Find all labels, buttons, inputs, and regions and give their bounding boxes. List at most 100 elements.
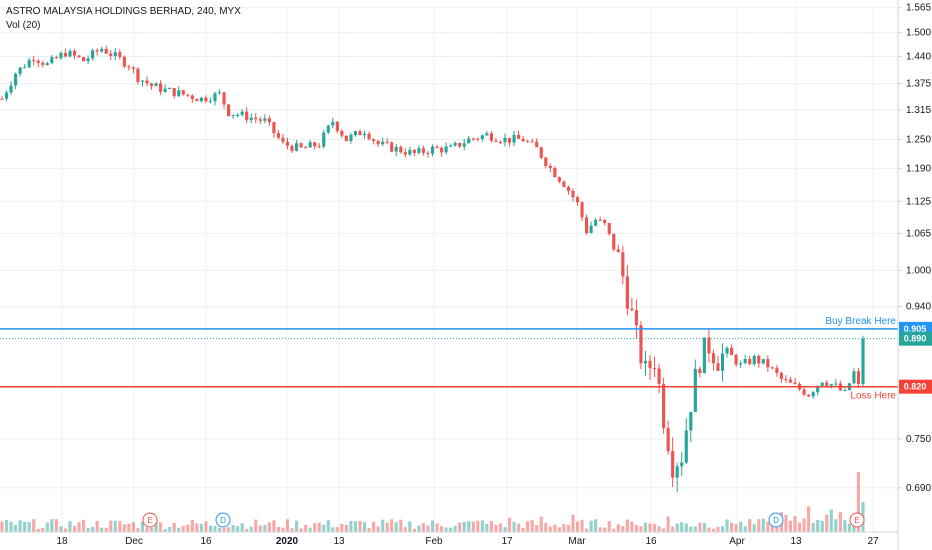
volume-bar — [526, 521, 530, 532]
volume-bar — [95, 521, 99, 532]
candle-body — [562, 181, 566, 187]
volume-bar — [612, 528, 616, 532]
volume-bar — [761, 518, 765, 532]
volume-bar — [421, 523, 426, 532]
candle-body — [580, 202, 584, 218]
candle-body — [553, 168, 557, 178]
candle-body — [662, 384, 666, 429]
price-tick-label: 1.250 — [906, 135, 931, 146]
event-marker-label: D — [773, 516, 779, 525]
volume-bar — [317, 522, 321, 532]
candle-body — [14, 73, 18, 86]
volume-bar — [689, 526, 693, 532]
candle-body — [72, 50, 77, 56]
candle-body — [104, 48, 108, 54]
candle-body — [299, 143, 303, 148]
volume-bar — [131, 522, 135, 532]
volume-bar — [353, 521, 358, 532]
volume-bar — [530, 519, 534, 532]
volume-bar — [544, 522, 548, 532]
volume-bar — [584, 528, 589, 532]
volume-bar — [4, 519, 9, 532]
volume-bar — [458, 522, 462, 532]
candle-body — [140, 80, 145, 82]
candle-body — [539, 147, 543, 158]
volume-bar — [290, 528, 294, 532]
candle-body — [652, 368, 657, 370]
candle-body — [571, 190, 575, 198]
candle-body — [227, 104, 231, 116]
candle-body — [666, 428, 670, 452]
candle-body — [217, 92, 222, 94]
volume-bar — [507, 517, 512, 532]
candle-body — [544, 157, 548, 166]
volume-bar — [376, 526, 380, 532]
volume-bar — [734, 524, 738, 532]
volume-bar — [739, 521, 743, 532]
volume-bar — [462, 521, 466, 532]
volume-bar — [68, 521, 72, 532]
candle-body — [494, 140, 498, 142]
candle-body — [222, 92, 226, 105]
price-tick-label: 1.565 — [906, 3, 931, 14]
volume-bar — [362, 522, 367, 532]
candle-body — [68, 50, 72, 57]
candle-body — [761, 359, 765, 364]
candle-body — [526, 141, 530, 143]
volume-bar — [59, 526, 63, 532]
candle-body — [702, 337, 706, 374]
candle-body — [621, 252, 625, 277]
candle-body — [566, 186, 571, 191]
candle-body — [54, 57, 58, 59]
volume-bar — [331, 527, 335, 532]
volume-bar — [666, 516, 670, 532]
candle-body — [603, 219, 607, 224]
volume-bar — [748, 519, 752, 532]
candle-body — [820, 382, 824, 386]
volume-bar — [236, 526, 240, 532]
candle-body — [807, 394, 811, 397]
candle-body — [281, 137, 285, 142]
volume-bar — [217, 527, 222, 532]
candle-body — [208, 101, 213, 103]
candle-body — [748, 358, 752, 365]
volume-bar — [476, 520, 480, 532]
volume-bar — [258, 525, 262, 532]
volume-bar — [63, 528, 68, 532]
candle-body — [793, 382, 797, 385]
candle-body — [575, 197, 580, 203]
candle-body — [322, 132, 326, 147]
volume-bar — [254, 519, 258, 532]
candle-body — [779, 372, 784, 380]
candle-body — [186, 94, 190, 96]
volume-bar — [100, 527, 104, 532]
volume-bar — [435, 523, 439, 532]
candle-body — [313, 142, 317, 147]
volume-bar — [36, 528, 40, 532]
volume-bar — [711, 528, 716, 532]
volume-bar — [159, 522, 163, 532]
candle-body — [589, 225, 593, 233]
volume-bar — [204, 521, 208, 532]
volume-bar — [168, 526, 172, 532]
candle-body — [358, 131, 362, 136]
volume-bar — [276, 526, 281, 532]
candle-body — [607, 223, 611, 234]
volume-bar — [91, 526, 95, 532]
stop-loss-annotation: Loss Here — [850, 391, 896, 402]
volume-bar — [662, 528, 666, 532]
candle-body — [739, 363, 743, 365]
candle-body — [91, 50, 95, 59]
volume-bar — [643, 522, 648, 532]
volume-bar — [834, 519, 838, 532]
level-price-label: 0.905 — [904, 324, 927, 334]
candle-body — [834, 383, 838, 385]
volume-bar — [335, 527, 339, 532]
candle-body — [145, 80, 149, 84]
volume-bar — [680, 522, 684, 532]
dividend-marker — [768, 512, 784, 528]
candle-body — [199, 97, 203, 102]
candle-body — [109, 53, 113, 56]
candle-body — [349, 134, 353, 142]
